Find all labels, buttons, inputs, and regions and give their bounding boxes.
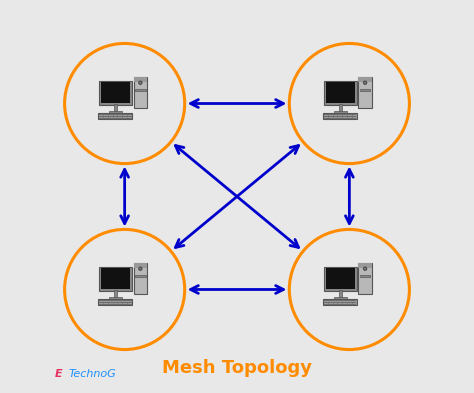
FancyBboxPatch shape xyxy=(326,83,355,103)
FancyBboxPatch shape xyxy=(334,112,347,114)
FancyBboxPatch shape xyxy=(324,267,356,291)
Circle shape xyxy=(139,81,142,84)
FancyBboxPatch shape xyxy=(100,81,132,105)
FancyBboxPatch shape xyxy=(134,77,147,83)
FancyBboxPatch shape xyxy=(360,275,370,277)
FancyBboxPatch shape xyxy=(134,263,147,268)
Text: TechnoG: TechnoG xyxy=(68,369,116,378)
FancyBboxPatch shape xyxy=(100,267,132,291)
Text: Mesh Topology: Mesh Topology xyxy=(162,359,312,376)
FancyBboxPatch shape xyxy=(324,81,356,105)
FancyBboxPatch shape xyxy=(323,299,356,305)
FancyBboxPatch shape xyxy=(114,290,117,298)
FancyBboxPatch shape xyxy=(134,263,147,294)
Ellipse shape xyxy=(289,230,410,349)
FancyBboxPatch shape xyxy=(326,268,355,289)
FancyBboxPatch shape xyxy=(135,90,146,91)
Circle shape xyxy=(364,267,367,270)
FancyBboxPatch shape xyxy=(134,77,147,108)
FancyBboxPatch shape xyxy=(339,104,342,112)
Ellipse shape xyxy=(64,230,185,349)
Circle shape xyxy=(139,267,142,270)
FancyBboxPatch shape xyxy=(358,77,372,83)
Ellipse shape xyxy=(289,44,410,163)
FancyBboxPatch shape xyxy=(101,268,130,289)
Text: E: E xyxy=(55,369,63,378)
FancyBboxPatch shape xyxy=(358,77,372,108)
FancyBboxPatch shape xyxy=(109,112,122,114)
FancyBboxPatch shape xyxy=(358,263,372,268)
FancyBboxPatch shape xyxy=(114,104,117,112)
FancyBboxPatch shape xyxy=(339,290,342,298)
FancyBboxPatch shape xyxy=(360,90,370,91)
FancyBboxPatch shape xyxy=(135,275,146,277)
FancyBboxPatch shape xyxy=(98,299,132,305)
FancyBboxPatch shape xyxy=(98,113,132,119)
FancyBboxPatch shape xyxy=(358,263,372,294)
FancyBboxPatch shape xyxy=(101,83,130,103)
FancyBboxPatch shape xyxy=(323,113,356,119)
FancyBboxPatch shape xyxy=(109,298,122,300)
FancyBboxPatch shape xyxy=(334,298,347,300)
Ellipse shape xyxy=(64,44,185,163)
Circle shape xyxy=(364,81,367,84)
